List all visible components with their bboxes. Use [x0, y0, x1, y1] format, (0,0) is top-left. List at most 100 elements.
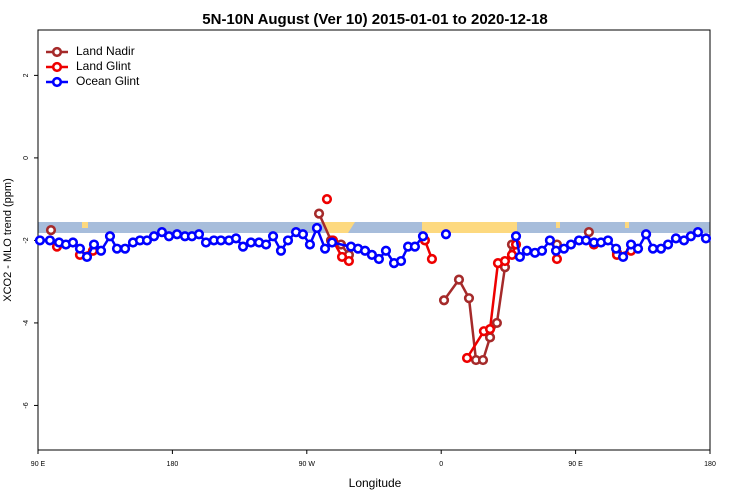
data-point: [550, 245, 562, 256]
x-tick-label: 90 W: [299, 461, 316, 468]
data-point: [640, 229, 652, 240]
data-point: [662, 239, 674, 250]
y-tick-label: -6: [23, 402, 30, 408]
data-point: [311, 222, 323, 234]
data-point: [655, 243, 667, 254]
data-point: [395, 255, 407, 267]
data-point: [426, 253, 438, 265]
legend-label: Land Glint: [76, 59, 131, 73]
data-point: [95, 245, 107, 256]
y-tick-label: -2: [23, 237, 30, 243]
data-point: [632, 243, 644, 254]
legend-label: Ocean Glint: [76, 74, 140, 88]
data-point: [366, 249, 378, 260]
data-point: [326, 237, 338, 248]
data-point: [678, 235, 690, 246]
data-point: [81, 251, 93, 263]
data-point: [670, 233, 682, 244]
x-tick-label: 90 E: [568, 461, 583, 468]
data-point: [245, 237, 257, 248]
data-point: [440, 229, 452, 240]
data-point: [484, 324, 496, 335]
data-point: [692, 227, 704, 238]
data-point: [510, 231, 522, 242]
data-point: [625, 239, 637, 250]
data-point: [119, 243, 131, 254]
legend-marker: [51, 76, 63, 88]
data-point: [111, 243, 123, 254]
x-tick-label: 180: [704, 461, 716, 468]
data-point: [380, 245, 392, 256]
data-point: [438, 295, 450, 306]
data-point: [499, 255, 511, 267]
data-point: [230, 233, 242, 244]
data-point: [477, 354, 489, 366]
y-tick-label: 0: [23, 156, 30, 160]
data-point: [453, 274, 465, 285]
data-point: [551, 253, 563, 265]
data-point: [319, 243, 331, 254]
data-point: [461, 352, 473, 364]
y-tick-label: 2: [23, 73, 30, 77]
data-point: [617, 251, 629, 263]
data-point: [171, 229, 183, 240]
data-point: [104, 231, 116, 242]
data-point: [156, 227, 168, 238]
data-point: [536, 245, 548, 256]
legend-marker: [51, 46, 63, 58]
data-point: [417, 231, 429, 242]
surface-band: [38, 222, 710, 233]
x-axis-label: Longitude: [349, 476, 402, 490]
data-point: [304, 239, 316, 250]
data-point: [215, 235, 227, 246]
data-point: [67, 237, 79, 248]
data-point: [260, 239, 272, 250]
data-point: [45, 224, 57, 236]
data-point: [34, 235, 46, 246]
data-point: [685, 231, 696, 242]
data-point: [88, 239, 100, 250]
data-point: [321, 194, 333, 205]
data-point: [583, 227, 594, 238]
x-tick-label: 90 E: [31, 461, 46, 468]
data-point: [409, 241, 421, 252]
data-point: [44, 235, 56, 246]
data-point: [373, 253, 385, 265]
data-point: [275, 245, 287, 256]
data-point: [163, 231, 175, 242]
data-point: [558, 243, 570, 254]
data-point: [282, 235, 294, 246]
data-point: [148, 231, 160, 242]
data-point: [297, 229, 309, 240]
data-point: [521, 245, 533, 256]
data-point: [237, 241, 249, 252]
data-point: [580, 235, 592, 246]
data-point: [141, 235, 153, 246]
data-point: [267, 231, 279, 242]
data-point: [200, 237, 212, 248]
data-point: [544, 235, 556, 246]
legend-marker: [51, 61, 63, 73]
data-point: [359, 245, 371, 256]
chart-title: 5N-10N August (Ver 10) 2015-01-01 to 202…: [202, 11, 547, 28]
legend-label: Land Nadir: [76, 44, 135, 58]
data-point: [610, 243, 622, 254]
data-point: [193, 229, 205, 240]
data-point: [313, 208, 325, 219]
data-point: [506, 249, 518, 260]
y-tick-label: -4: [23, 320, 30, 326]
data-point: [700, 233, 712, 244]
data-point: [463, 293, 475, 304]
data-point: [602, 235, 614, 246]
data-point: [74, 243, 86, 254]
data-point: [343, 255, 355, 267]
data-point: [514, 251, 525, 263]
x-tick-label: 180: [167, 461, 179, 468]
data-point: [491, 317, 503, 329]
data-point: [647, 243, 659, 254]
data-point: [565, 239, 577, 250]
data-point: [336, 251, 348, 263]
x-tick-label: 0: [439, 461, 443, 468]
